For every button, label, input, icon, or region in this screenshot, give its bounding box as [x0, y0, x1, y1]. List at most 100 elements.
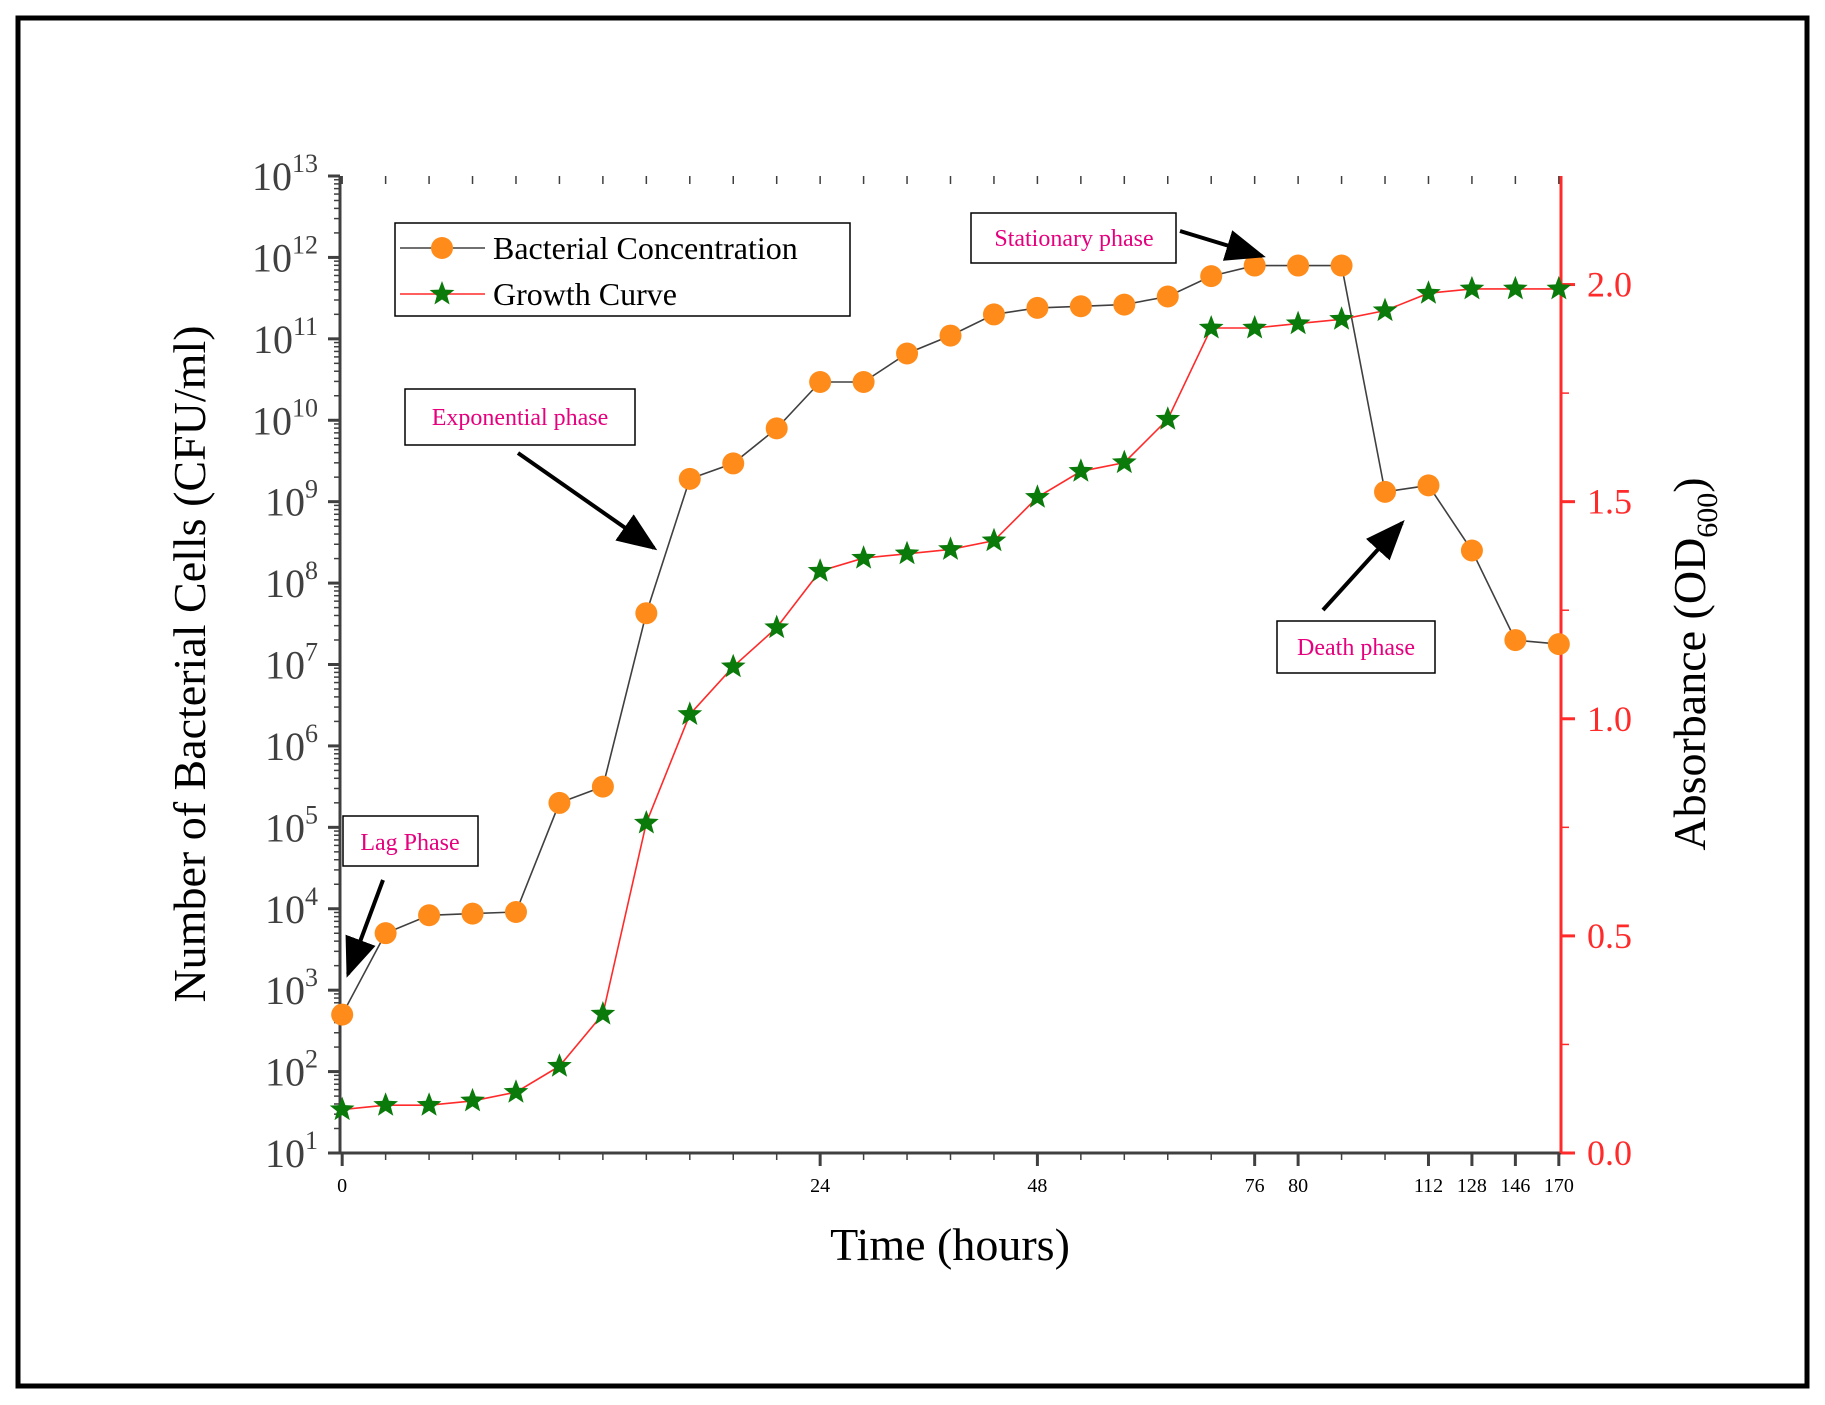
concentration-point [1417, 474, 1440, 497]
growth-point [590, 1001, 616, 1025]
concentration-point [635, 602, 658, 625]
concentration-point [1330, 254, 1353, 277]
legend: Bacterial Concentration Growth Curve [394, 222, 851, 317]
right-axis-ticks: 0.0 0.5 1.0 1.5 2.0 [1561, 265, 1632, 1173]
annotation-stationary: Stationary phase [970, 212, 1266, 264]
concentration-point [461, 902, 484, 925]
annotation-lag: Lag Phase [342, 815, 479, 978]
concentration-point [374, 922, 397, 945]
annotation-death-box [1276, 620, 1436, 674]
growth-point [634, 810, 659, 834]
growth-point [373, 1092, 398, 1116]
legend-marker-concentration [431, 237, 453, 259]
legend-label-concentration: Bacterial Concentration [493, 230, 798, 266]
growth-point [416, 1092, 442, 1116]
growth-point [677, 701, 703, 725]
annotation-exponential: Exponential phase [404, 388, 658, 551]
concentration-point [982, 303, 1005, 326]
concentration-point [1243, 254, 1266, 277]
annotation-stationary-arrow [1179, 229, 1266, 261]
growth-point [460, 1087, 485, 1112]
right-tick-label: 0.5 [1587, 916, 1632, 956]
growth-point [547, 1053, 572, 1077]
x-tick-label: 112 [1414, 1175, 1443, 1197]
legend-marker-growth [429, 281, 455, 305]
concentration-point [1026, 296, 1049, 319]
x-tick-label: 170 [1544, 1175, 1574, 1197]
concentration-point [1460, 539, 1483, 562]
series-markers [329, 254, 1572, 1121]
growth-point [1459, 275, 1485, 300]
growth-point [981, 527, 1007, 552]
legend-label-growth: Growth Curve [493, 276, 677, 312]
concentration-point [1156, 285, 1179, 308]
growth-point [329, 1096, 355, 1121]
annotation-death-arrow [1321, 520, 1405, 612]
left-tick-label: 108 [265, 556, 318, 606]
growth-point [1503, 275, 1528, 300]
left-tick-label: 109 [265, 475, 318, 525]
right-axis-title-main: Absorbance (OD [1664, 538, 1715, 851]
left-tick-label: 103 [265, 963, 318, 1013]
growth-point [503, 1079, 529, 1103]
x-tick-label: 0 [337, 1175, 347, 1197]
concentration-point [1200, 265, 1223, 288]
left-tick-label: 1011 [253, 312, 318, 362]
right-tick-label: 2.0 [1587, 265, 1632, 305]
concentration-point [1287, 254, 1310, 277]
concentration-point [678, 467, 701, 490]
left-tick-label: 106 [265, 719, 318, 769]
concentration-point [1374, 480, 1397, 503]
x-tick-label: 128 [1457, 1175, 1487, 1197]
right-axis-title-sub: 600 [1691, 493, 1724, 538]
left-tick-label: 1012 [252, 230, 318, 280]
growth-point [720, 653, 746, 678]
right-axis-title: Absorbance (OD600) [1664, 477, 1724, 850]
left-tick-label: 101 [265, 1126, 318, 1176]
x-tick-label: 48 [1027, 1175, 1047, 1197]
left-tick-label: 1010 [252, 393, 318, 443]
x-tick-label: 80 [1288, 1175, 1308, 1197]
concentration-point [722, 452, 745, 475]
left-tick-label: 105 [265, 800, 318, 850]
concentration-point [896, 342, 919, 365]
growth-point [1242, 315, 1267, 339]
concentration-point [504, 901, 527, 924]
left-tick-label: 1013 [252, 149, 318, 199]
right-axis-title-end: ) [1664, 477, 1715, 492]
annotation-death: Death phase [1276, 520, 1436, 674]
x-tick-label: 146 [1500, 1175, 1530, 1197]
growth-point [1285, 310, 1311, 335]
concentration-point [1504, 629, 1527, 652]
left-axis-ticks: 101 102 103 104 105 106 107 108 109 1010 1011 1012 1… [252, 149, 340, 1176]
annotation-lag-text: Lag Phase [360, 830, 459, 856]
concentration-point [418, 904, 441, 927]
growth-point [1025, 484, 1050, 508]
concentration-point [591, 775, 614, 798]
x-axis-title: Time (hours) [830, 1219, 1070, 1270]
left-axis-title: Number of Bacterial Cells (CFU/ml) [164, 325, 215, 1002]
left-tick-label: 104 [265, 882, 318, 932]
x-tick-label: 24 [810, 1175, 830, 1197]
left-tick-label: 107 [265, 638, 318, 688]
annotation-lag-box [342, 815, 479, 867]
legend-box [394, 222, 851, 317]
growth-point [1111, 449, 1137, 474]
growth-point [1155, 406, 1181, 430]
concentration-point [1113, 293, 1136, 316]
concentration-point [331, 1003, 354, 1026]
annotation-exponential-text: Exponential phase [432, 405, 609, 431]
growth-point [1546, 275, 1572, 300]
growth-point [1372, 297, 1398, 322]
annotation-exponential-arrow [516, 451, 658, 551]
growth-point [764, 614, 790, 639]
growth-point [1198, 315, 1224, 339]
concentration-point [852, 370, 875, 393]
growth-point [1329, 306, 1354, 330]
concentration-point [765, 417, 788, 440]
right-tick-label: 1.0 [1587, 699, 1632, 739]
figure-frame [15, 15, 1810, 1389]
annotation-death-text: Death phase [1297, 635, 1415, 661]
annotation-lag-arrow [345, 879, 385, 978]
